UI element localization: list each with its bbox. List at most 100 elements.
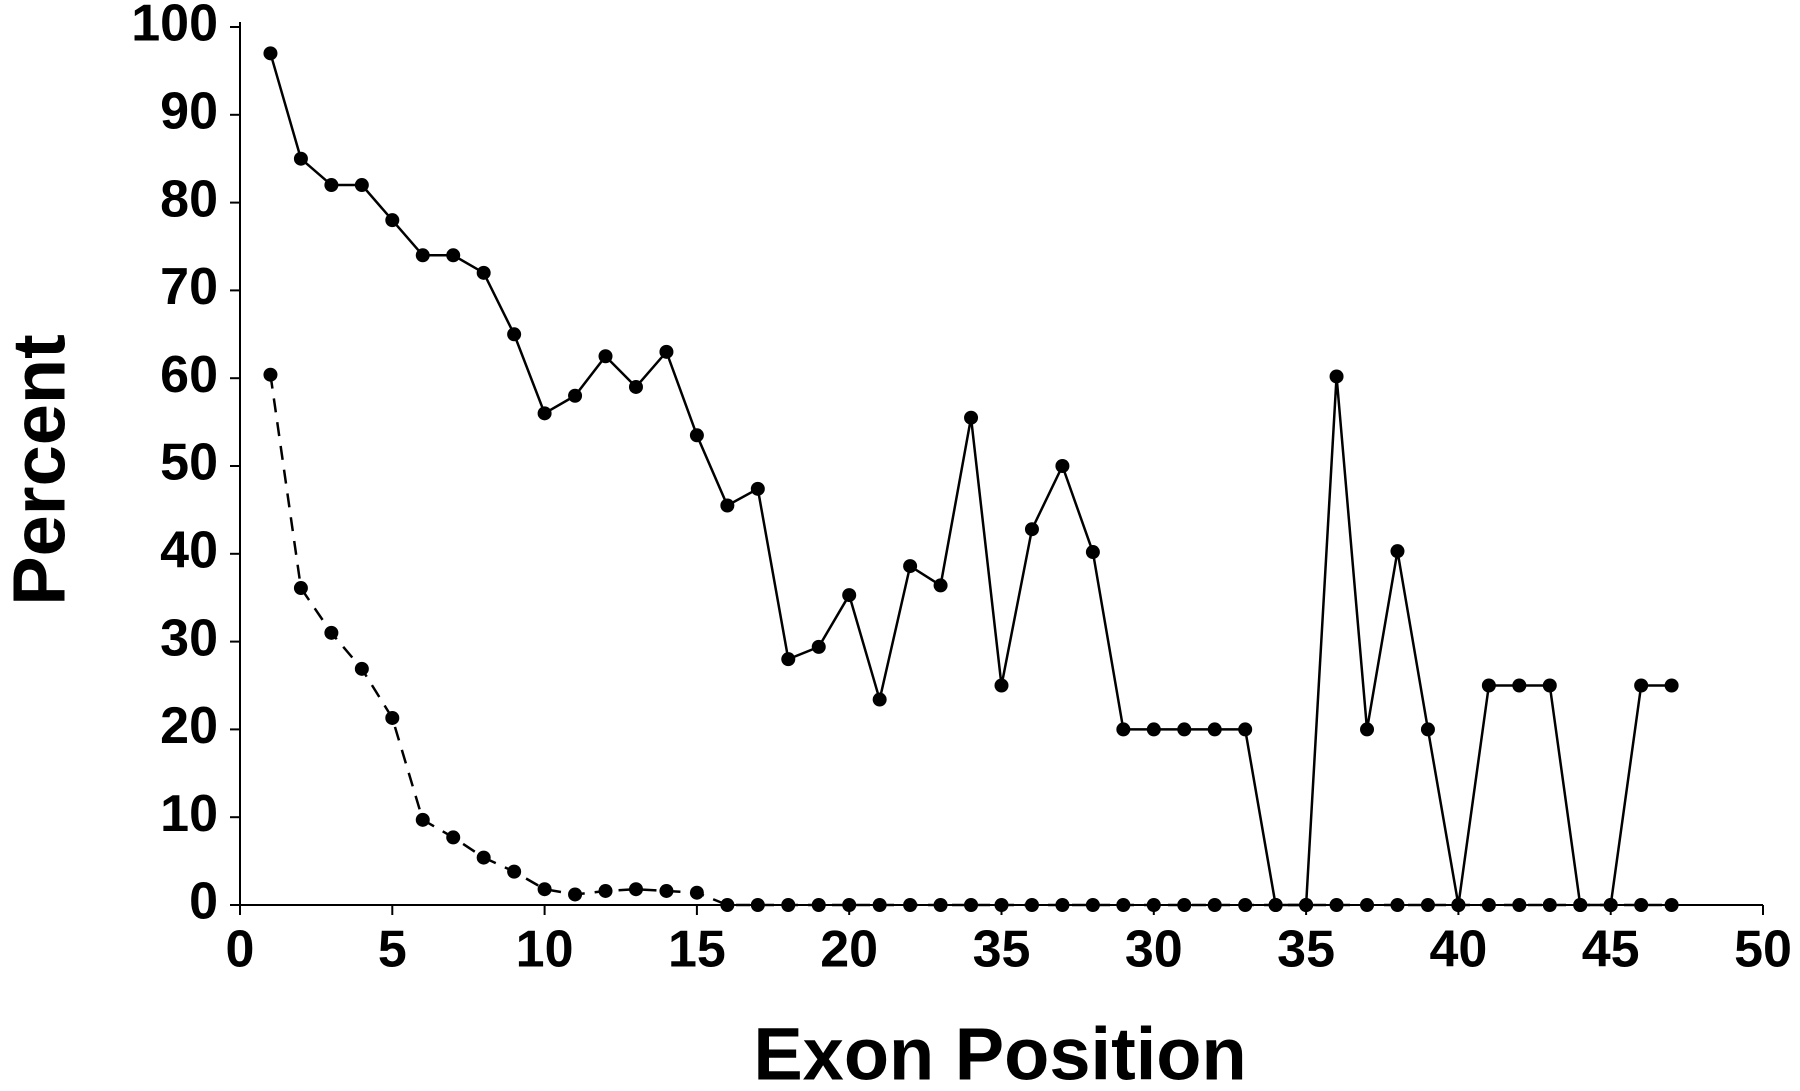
data-point (1512, 678, 1527, 693)
data-point (263, 46, 278, 61)
data-point (1085, 898, 1100, 912)
data-point (994, 678, 1009, 693)
y-tick-label: 20 (160, 697, 218, 755)
series-line (269, 374, 1672, 907)
data-point (354, 661, 369, 676)
y-tick-label: 80 (160, 170, 218, 228)
y-axis-title: Percent (0, 334, 81, 605)
y-tick-label: 0 (189, 873, 218, 931)
data-point (1085, 545, 1100, 560)
x-tick-label: 45 (1582, 921, 1640, 979)
data-point (507, 864, 522, 879)
data-point (1390, 898, 1405, 912)
data-point (1542, 678, 1557, 693)
y-tick-label: 50 (160, 434, 218, 492)
data-point (872, 898, 887, 912)
data-point (872, 692, 887, 707)
data-point (568, 388, 583, 403)
data-point (415, 248, 430, 263)
data-point (1360, 898, 1375, 912)
data-point (1146, 722, 1161, 737)
data-point (1664, 678, 1679, 693)
data-point (1573, 898, 1588, 912)
data-point (1207, 898, 1222, 912)
data-point (1177, 722, 1192, 737)
data-point (415, 812, 430, 827)
data-point (476, 265, 491, 280)
data-point (811, 898, 826, 912)
data-point (446, 830, 461, 845)
data-point (476, 850, 491, 865)
x-tick-label: 10 (516, 921, 574, 979)
x-tick-label: 50 (1734, 921, 1792, 979)
data-point (1177, 898, 1192, 912)
data-point (1238, 898, 1253, 912)
data-point (1238, 722, 1253, 737)
data-point (964, 410, 979, 425)
y-tick-label: 90 (160, 83, 218, 141)
x-tick-label: 35 (973, 921, 1031, 979)
data-point (293, 151, 308, 166)
x-tick-label: 40 (1429, 921, 1487, 979)
x-tick-label: 20 (820, 921, 878, 979)
data-point (537, 882, 552, 897)
data-point (1055, 459, 1070, 473)
data-point (1329, 898, 1344, 912)
data-point (568, 887, 583, 902)
data-point (507, 327, 522, 342)
y-tick-label: 30 (160, 609, 218, 667)
y-tick-label: 40 (160, 522, 218, 580)
data-point (659, 344, 674, 359)
data-point (598, 349, 613, 364)
data-point (781, 652, 796, 667)
data-point (1024, 522, 1039, 537)
data-point (1116, 898, 1131, 912)
data-point (903, 898, 918, 912)
data-point (933, 578, 948, 593)
data-point (537, 406, 552, 421)
data-point (446, 248, 461, 263)
data-point (903, 559, 918, 574)
data-point (628, 379, 643, 394)
data-point (1634, 898, 1649, 912)
data-point (964, 898, 979, 912)
data-point (385, 213, 400, 228)
data-point (1542, 898, 1557, 912)
data-point (689, 428, 704, 443)
data-point (1116, 722, 1131, 737)
data-point (1481, 678, 1496, 693)
x-tick-label: 15 (668, 921, 726, 979)
data-point (1420, 722, 1435, 737)
x-tick-label: 5 (378, 921, 407, 979)
y-tick-label: 100 (131, 0, 218, 53)
x-axis-title: Exon Position (753, 1013, 1246, 1091)
data-point (781, 898, 796, 912)
data-point (1420, 898, 1435, 912)
data-point (811, 639, 826, 654)
data-point (720, 498, 735, 513)
y-tick-label: 70 (160, 258, 218, 316)
data-point (385, 710, 400, 725)
x-tick-label: 0 (226, 921, 255, 979)
data-point (354, 178, 369, 193)
data-point (263, 367, 278, 382)
data-point (324, 178, 339, 193)
data-point (1329, 369, 1344, 384)
data-point (1512, 898, 1527, 912)
x-tick-label: 30 (1125, 921, 1183, 979)
data-point (1390, 544, 1405, 559)
data-point (1299, 898, 1314, 912)
data-point (1634, 678, 1649, 693)
data-point (293, 581, 308, 596)
data-point (750, 481, 765, 496)
data-point (933, 898, 948, 912)
data-point (689, 885, 704, 900)
series-line (269, 52, 1672, 907)
data-point (1024, 898, 1039, 912)
data-point (324, 625, 339, 640)
data-point (659, 883, 674, 898)
data-point (1360, 722, 1375, 737)
data-point (1268, 898, 1283, 912)
data-point (1207, 722, 1222, 737)
